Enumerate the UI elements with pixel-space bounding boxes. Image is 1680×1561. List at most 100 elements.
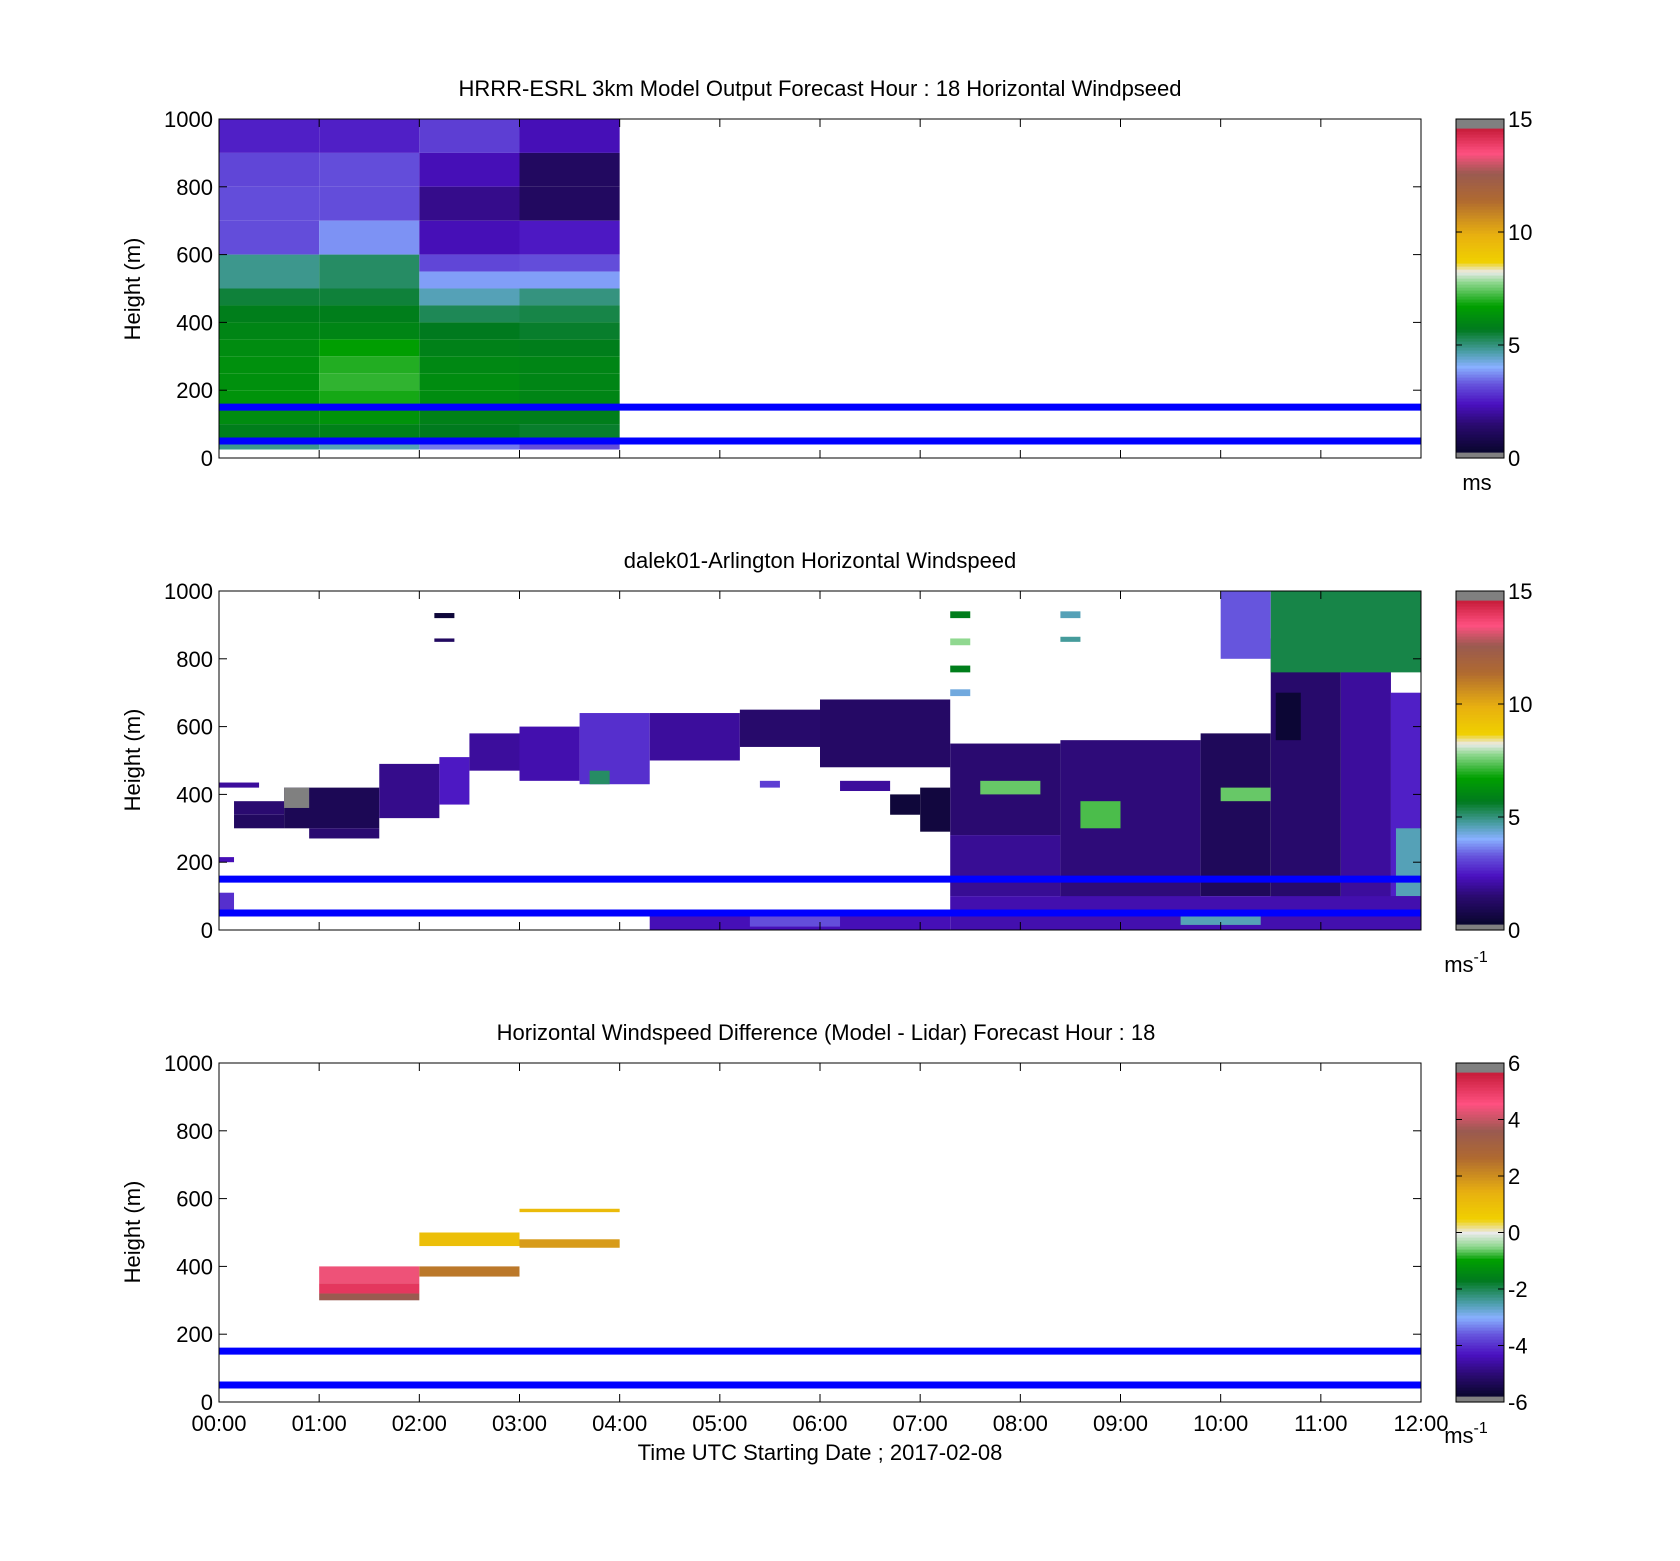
- colorbar-segment: [1456, 416, 1504, 420]
- colorbar-segment: [1456, 1258, 1504, 1262]
- colorbar-segment: [1456, 353, 1504, 357]
- colorbar-segment: [1456, 122, 1504, 126]
- heatmap-cell: [319, 220, 420, 255]
- colorbar-segment: [1456, 401, 1504, 405]
- heatmap-cell: [950, 638, 971, 646]
- colorbar-segment: [1456, 299, 1504, 303]
- heatmap-cell: [519, 1208, 620, 1213]
- colorbar-segment: [1456, 251, 1504, 255]
- colorbar-segment: [1456, 726, 1504, 730]
- colorbar-segment: [1456, 1366, 1504, 1370]
- heatmap-cell: [469, 733, 520, 771]
- colorbar-segment: [1456, 1111, 1504, 1115]
- colorbar-tick-label: -2: [1508, 1277, 1528, 1302]
- colorbar-segment: [1456, 209, 1504, 213]
- colorbar-segment: [1456, 332, 1504, 336]
- colorbar-segment: [1456, 642, 1504, 646]
- heatmap-cell: [419, 152, 520, 187]
- colorbar-segment: [1456, 1351, 1504, 1355]
- colorbar-segment: [1456, 831, 1504, 835]
- heatmap-cell: [419, 339, 520, 357]
- colorbar-segment: [1456, 140, 1504, 144]
- colorbar-segment: [1456, 699, 1504, 703]
- colorbar-segment: [1456, 1180, 1504, 1184]
- colorbar-segment: [1456, 290, 1504, 294]
- colorbar-segment: [1456, 822, 1504, 826]
- colorbar-segment: [1456, 1285, 1504, 1289]
- colorbar-segment: [1456, 431, 1504, 435]
- colorbar-segment: [1456, 1324, 1504, 1328]
- colorbar-segment: [1456, 335, 1504, 339]
- heatmap-cell: [219, 288, 320, 306]
- colorbar-segment: [1456, 591, 1504, 595]
- heatmap-cell: [1060, 611, 1081, 619]
- colorbar-segment: [1456, 1240, 1504, 1244]
- colorbar-segment: [1456, 1201, 1504, 1205]
- colorbar-segment: [1456, 317, 1504, 321]
- heatmap-cell: [319, 186, 420, 221]
- colorbar-segment: [1456, 338, 1504, 342]
- y-tick-label: 400: [176, 310, 213, 335]
- colorbar-segment: [1456, 1297, 1504, 1301]
- heatmap-cell: [890, 794, 921, 815]
- colorbar-segment: [1456, 717, 1504, 721]
- heatmap-cell: [519, 726, 580, 781]
- heatmap-cell: [219, 356, 320, 374]
- heatmap-cell: [519, 322, 620, 340]
- colorbar-segment: [1456, 1222, 1504, 1226]
- colorbar-segment: [1456, 1315, 1504, 1319]
- colorbar-segment: [1456, 1342, 1504, 1346]
- colorbar-segment: [1456, 804, 1504, 808]
- y-tick-label: 800: [176, 1119, 213, 1144]
- colorbar-segment: [1456, 1243, 1504, 1247]
- colorbar-segment: [1456, 1174, 1504, 1178]
- colorbar-segment: [1456, 245, 1504, 249]
- colorbar-segment: [1456, 1231, 1504, 1235]
- heatmap-cell: [519, 254, 620, 272]
- heatmap-cell: [319, 373, 420, 391]
- colorbar-segment: [1456, 597, 1504, 601]
- colorbar-segment: [1456, 696, 1504, 700]
- colorbar-segment: [1456, 702, 1504, 706]
- colorbar-segment: [1456, 1216, 1504, 1220]
- colorbar-segment: [1456, 419, 1504, 423]
- colorbar-segment: [1456, 1252, 1504, 1256]
- colorbar-segment: [1456, 134, 1504, 138]
- heatmap-cell: [950, 665, 971, 673]
- heatmap-cell: [319, 119, 420, 153]
- colorbar-segment: [1456, 233, 1504, 237]
- heatmap-cell: [319, 356, 420, 374]
- panel-diff-ylabel: Height (m): [120, 1181, 145, 1284]
- colorbar-segment: [1456, 1105, 1504, 1109]
- colorbar-segment: [1456, 672, 1504, 676]
- colorbar-segment: [1456, 1063, 1504, 1067]
- colorbar-segment: [1456, 825, 1504, 829]
- heatmap-cell: [419, 356, 520, 374]
- heatmap-cell: [219, 857, 235, 863]
- colorbar-segment: [1456, 888, 1504, 892]
- colorbar-segment: [1456, 161, 1504, 165]
- x-tick-label: 07:00: [893, 1411, 948, 1436]
- colorbar-segment: [1456, 326, 1504, 330]
- colorbar-segment: [1456, 774, 1504, 778]
- colorbar-segment: [1456, 284, 1504, 288]
- colorbar-segment: [1456, 846, 1504, 850]
- y-tick-label: 600: [176, 715, 213, 740]
- colorbar-segment: [1456, 741, 1504, 745]
- colorbar-segment: [1456, 1255, 1504, 1259]
- heatmap-cell: [1220, 787, 1271, 802]
- colorbar-segment: [1456, 128, 1504, 132]
- colorbar-segment: [1456, 1300, 1504, 1304]
- colorbar-segment: [1456, 1321, 1504, 1325]
- heatmap-cell: [519, 424, 620, 438]
- colorbar-segment: [1456, 1393, 1504, 1397]
- colorbar-segment: [1456, 813, 1504, 817]
- colorbar-segment: [1456, 849, 1504, 853]
- panel-lidar: dalek01-Arlington Horizontal Windspeed H…: [120, 548, 1532, 977]
- colorbar-segment: [1456, 681, 1504, 685]
- colorbar-segment: [1456, 1204, 1504, 1208]
- heatmap-cell: [219, 220, 320, 255]
- colorbar-segment: [1456, 1096, 1504, 1100]
- colorbar-segment: [1456, 386, 1504, 390]
